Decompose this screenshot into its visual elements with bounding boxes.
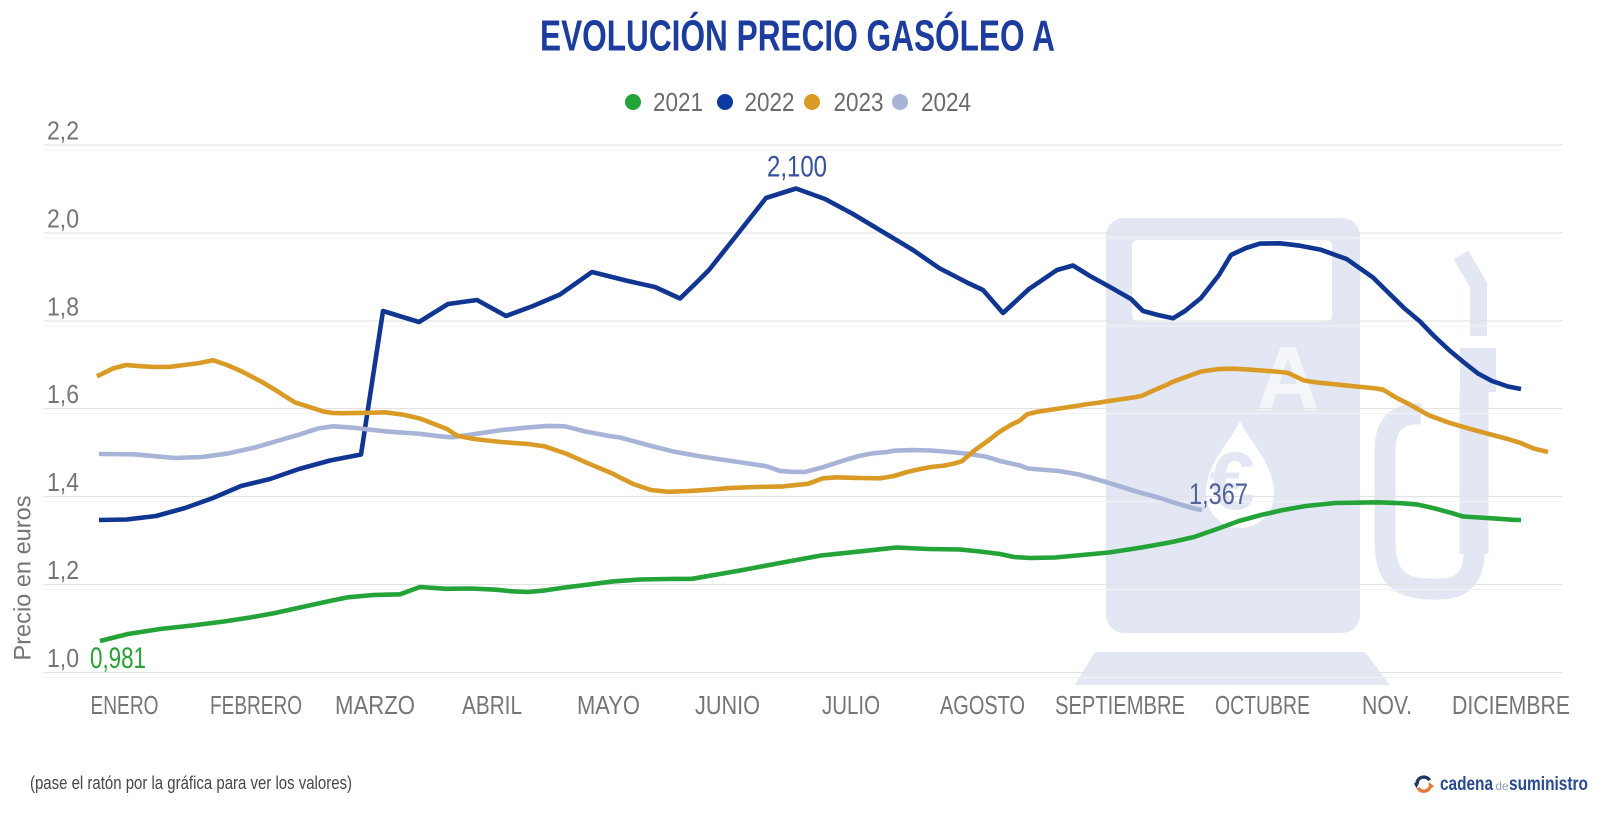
svg-text:EVOLUCIÓN PRECIO GASÓLEO A: EVOLUCIÓN PRECIO GASÓLEO A — [540, 11, 1055, 61]
svg-text:suministro: suministro — [1509, 774, 1588, 795]
svg-text:(pase el ratón por la gráfica: (pase el ratón por la gráfica para ver l… — [30, 772, 352, 793]
svg-text:de: de — [1496, 779, 1509, 793]
svg-text:MARZO: MARZO — [335, 690, 415, 720]
svg-text:€: € — [1209, 436, 1255, 527]
svg-text:2023: 2023 — [834, 87, 884, 117]
svg-text:OCTUBRE: OCTUBRE — [1215, 690, 1310, 720]
svg-text:ENERO: ENERO — [91, 690, 159, 720]
svg-text:NOV.: NOV. — [1362, 690, 1412, 720]
svg-text:cadena: cadena — [1440, 774, 1493, 795]
svg-text:FEBRERO: FEBRERO — [210, 690, 302, 720]
svg-text:1,4: 1,4 — [47, 467, 79, 497]
svg-text:SEPTIEMBRE: SEPTIEMBRE — [1055, 690, 1185, 720]
svg-text:Precio en euros: Precio en euros — [10, 496, 37, 661]
svg-text:JUNIO: JUNIO — [695, 690, 760, 720]
svg-text:2024: 2024 — [921, 87, 971, 117]
svg-text:MAYO: MAYO — [577, 690, 640, 720]
svg-text:1,0: 1,0 — [47, 643, 79, 673]
svg-text:2022: 2022 — [745, 87, 795, 117]
svg-text:2,0: 2,0 — [47, 204, 79, 234]
svg-text:2,2: 2,2 — [47, 116, 79, 146]
svg-text:1,8: 1,8 — [47, 292, 79, 322]
svg-text:JULIO: JULIO — [822, 690, 880, 720]
svg-text:AGOSTO: AGOSTO — [940, 690, 1025, 720]
svg-text:1,367: 1,367 — [1189, 478, 1248, 511]
svg-text:1,6: 1,6 — [47, 379, 79, 409]
svg-text:DICIEMBRE: DICIEMBRE — [1452, 690, 1570, 720]
svg-text:1,2: 1,2 — [47, 555, 79, 585]
svg-text:A: A — [1256, 328, 1320, 430]
svg-text:ABRIL: ABRIL — [462, 690, 522, 720]
svg-text:2,100: 2,100 — [767, 151, 827, 184]
svg-text:2021: 2021 — [653, 87, 703, 117]
svg-text:0,981: 0,981 — [90, 642, 146, 675]
